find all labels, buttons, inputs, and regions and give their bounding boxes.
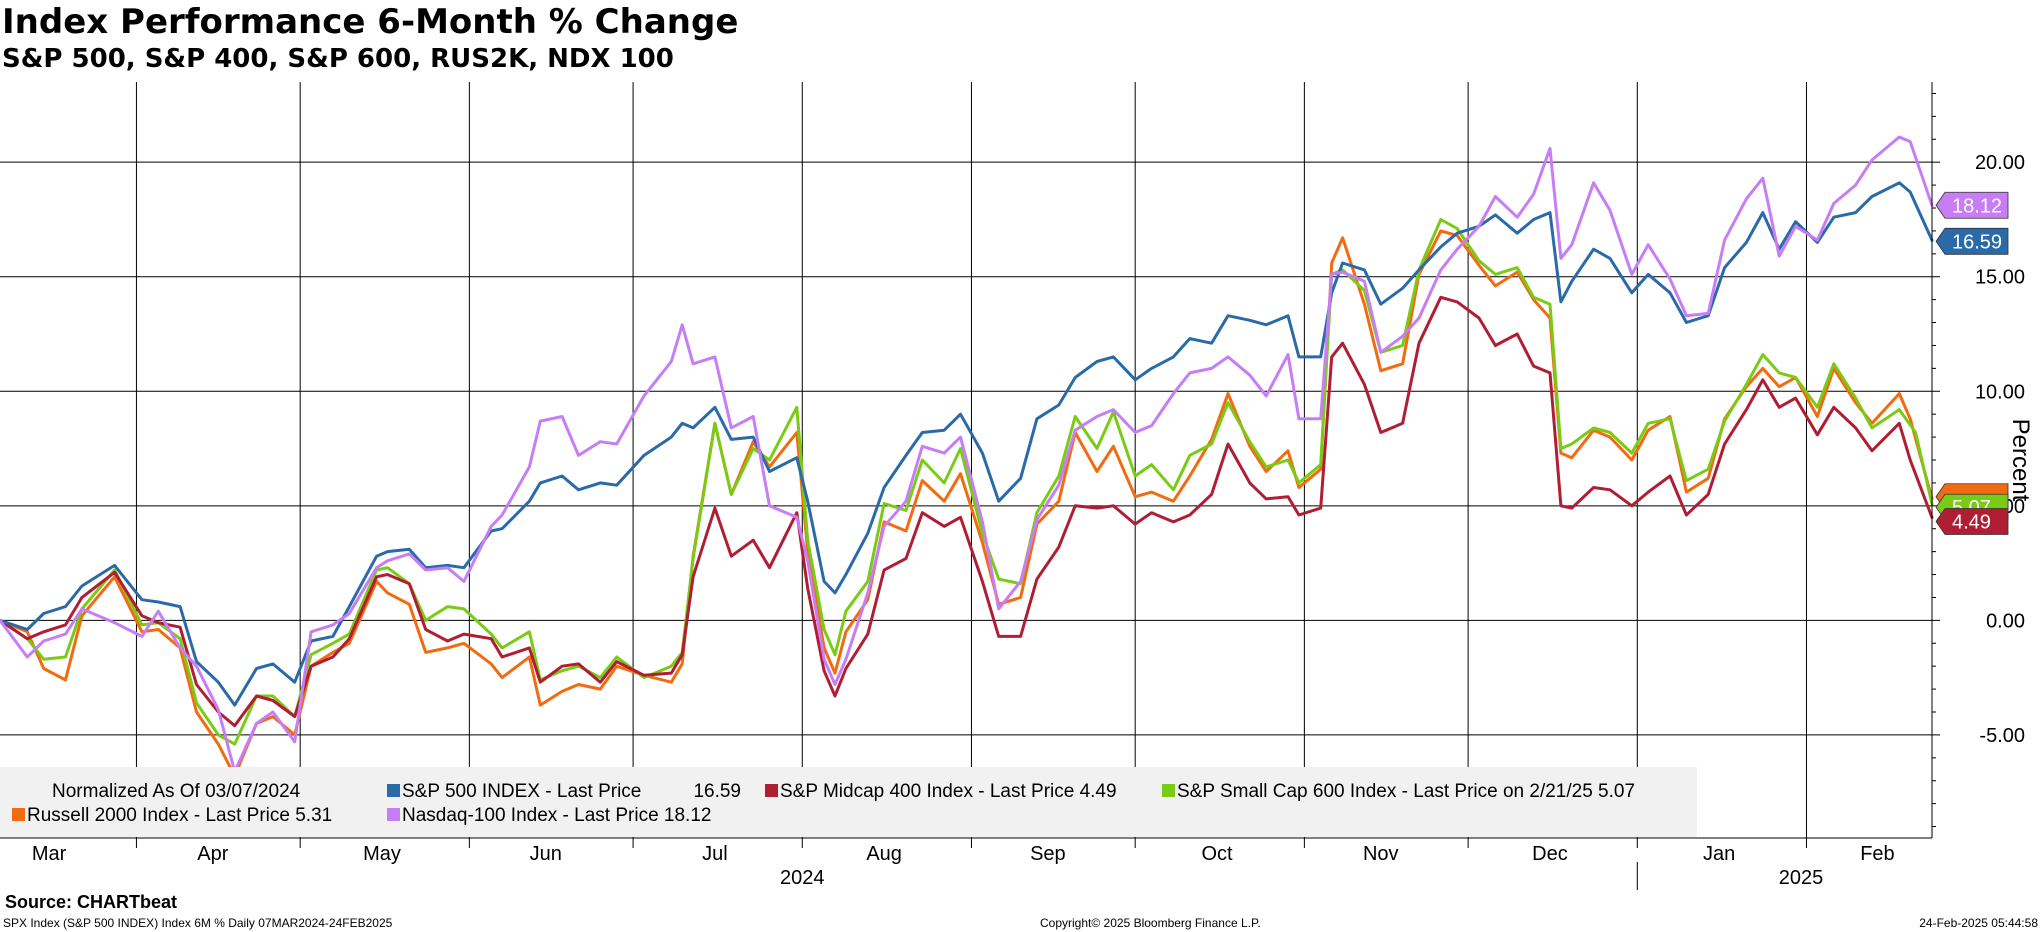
tag-ndx-text: 18.12 [1952, 195, 2002, 217]
x-tick-label: Mar [32, 843, 67, 865]
x-year-label: 2024 [780, 867, 825, 889]
x-tick-label: Jan [1703, 843, 1735, 865]
y-tick-label: 0.00 [1986, 610, 2025, 632]
tag-sp500-shape [1935, 227, 2009, 255]
legend: Normalized As Of 03/07/2024 S&P 500 INDEX… [0, 767, 1697, 837]
series-lines [0, 135, 1934, 778]
x-tick-label: Aug [866, 843, 902, 865]
legend-normalized-note: Normalized As Of 03/07/2024 [52, 781, 301, 802]
tag-ndx-shape [1935, 191, 2009, 219]
y-tick-label: -5.00 [1979, 725, 2025, 747]
x-tick-label: Jul [702, 843, 728, 865]
series-line-1 [0, 295, 1934, 728]
legend-label-sp500: S&P 500 INDEX - Last Price [402, 781, 641, 802]
x-tick-label: Feb [1860, 843, 1894, 865]
x-tick-label: Jun [530, 843, 562, 865]
legend-value-sp500: 16.59 [693, 781, 741, 802]
footer-security-info: SPX Index (S&P 500 INDEX) Index 6M % Dai… [3, 916, 393, 930]
y-tick-label: 20.00 [1975, 152, 2025, 174]
index-performance-chart: Normalized As Of 03/07/2024 S&P 500 INDEX… [0, 82, 2034, 890]
chart-subtitle: S&P 500, S&P 400, S&P 600, RUS2K, NDX 10… [2, 44, 674, 74]
legend-swatch-rus2k [12, 808, 25, 821]
series-line-3 [0, 229, 1934, 778]
series-line-2 [0, 218, 1934, 746]
tag-sp400-text: 4.49 [1952, 512, 1991, 534]
series-line-0 [0, 181, 1934, 707]
x-tick-label: Oct [1201, 843, 1233, 865]
x-tick-label: Dec [1532, 843, 1568, 865]
y-tick-label: 15.00 [1975, 267, 2025, 289]
legend-box [0, 767, 1697, 837]
x-tick-label: May [363, 843, 401, 865]
y-axis-label: Percent [2007, 419, 2034, 502]
footer-copyright: Copyright© 2025 Bloomberg Finance L.P. [1040, 916, 1261, 930]
legend-label-sp600: S&P Small Cap 600 Index - Last Price on … [1177, 781, 1635, 802]
legend-swatch-sp400 [765, 784, 778, 797]
chart-title: Index Performance 6-Month % Change [2, 2, 739, 42]
x-axis: Mar Apr May Jun Jul Aug Sep Oct Nov Dec Jan Feb 2024… [0, 837, 1932, 890]
series-line-4 [0, 135, 1934, 774]
tag-sp500-text: 16.59 [1952, 231, 2002, 253]
x-year-label: 2025 [1779, 867, 1824, 889]
legend-swatch-sp500 [387, 784, 400, 797]
x-tick-label: Sep [1030, 843, 1066, 865]
legend-label-sp400: S&P Midcap 400 Index - Last Price 4.49 [780, 781, 1117, 802]
x-tick-label: Apr [197, 843, 228, 865]
legend-swatch-ndx [387, 808, 400, 821]
y-tick-label: 10.00 [1975, 381, 2025, 403]
tag-sp400-shape [1935, 508, 2009, 535]
footer-timestamp: 24-Feb-2025 05:44:58 [1919, 916, 2038, 930]
legend-swatch-sp600 [1162, 784, 1175, 797]
source-note: Source: CHARTbeat [5, 892, 178, 912]
legend-label-rus2k: Russell 2000 Index - Last Price 5.31 [27, 805, 332, 826]
x-tick-label: Nov [1363, 843, 1399, 865]
legend-label-ndx: Nasdaq-100 Index - Last Price 18.12 [402, 805, 711, 826]
